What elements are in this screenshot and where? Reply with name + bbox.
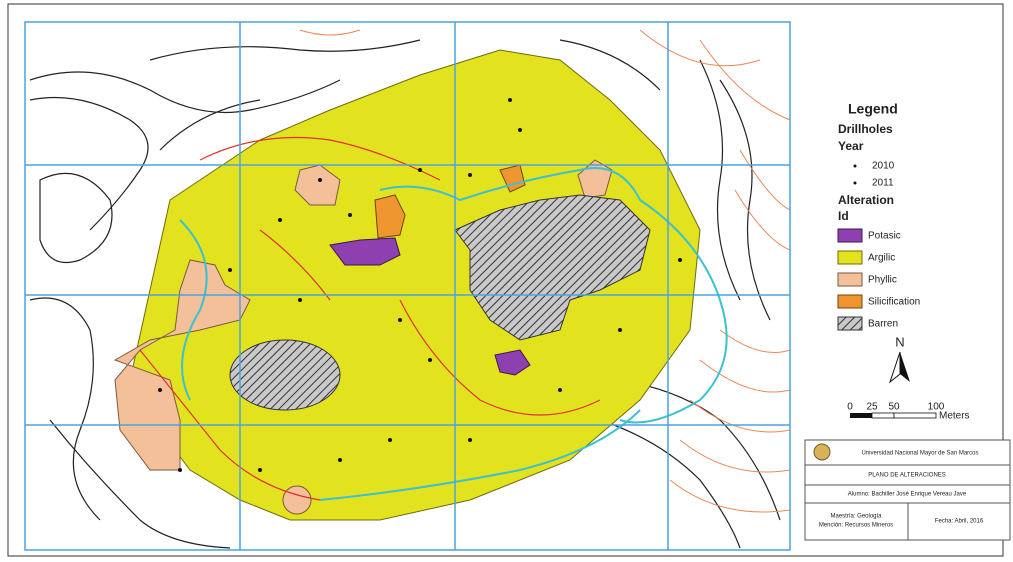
legend-swatch: [837, 228, 863, 243]
legend-heading: Alteration: [838, 193, 894, 207]
legend: Legend Drillholes Year 2010 2011 Alterat…: [837, 101, 920, 331]
legend-title: Legend: [848, 101, 898, 117]
legend-label: Barren: [868, 319, 898, 330]
date: Fecha: Abril, 2016: [935, 519, 984, 525]
potasic-zone: [329, 237, 401, 266]
roads: [139, 136, 728, 501]
legend-swatch: [837, 316, 863, 331]
legend-heading: Drillholes: [838, 122, 893, 136]
map: [24, 21, 791, 551]
phyllic-zone: [282, 485, 312, 515]
scale-label: 50: [888, 402, 900, 413]
sheet-border: [7, 3, 1004, 557]
drillholes: [158, 98, 682, 472]
silicification-zone: [499, 164, 526, 193]
legend-label: 2010: [872, 161, 895, 172]
program: Maestría: Geología: [830, 514, 882, 520]
legend-heading: Id: [838, 209, 849, 223]
legend-swatch: [837, 294, 863, 309]
north-arrow: N: [888, 334, 910, 384]
silicification-zone: [374, 194, 406, 239]
legend-swatch: [837, 250, 863, 265]
potasic-zone: [494, 349, 531, 376]
title-block: Universidad Nacional Mayor de San Marcos…: [804, 439, 1011, 541]
scale-unit: Meters: [939, 411, 970, 422]
legend-label: Silicification: [868, 297, 920, 308]
legend-dot: [853, 164, 857, 168]
author: Alumno: Bachiller José Enrique Vereau Ja…: [848, 492, 967, 498]
scale-label: 100: [928, 402, 945, 413]
legend-swatch: [837, 272, 863, 287]
north-label: N: [895, 334, 904, 349]
university-seal: [813, 443, 831, 461]
barren-zone: [229, 339, 341, 411]
scale-label: 25: [866, 402, 878, 413]
university: Universidad Nacional Mayor de San Marcos: [861, 451, 978, 457]
coordinate-grid: [24, 21, 791, 551]
legend-dot: [853, 181, 857, 185]
phyllic-zone: [113, 259, 251, 471]
program: Mención: Recursos Mineros: [819, 523, 893, 529]
barren-zone: [454, 194, 651, 341]
map-title: PLANO DE ALTERACIONES: [868, 473, 946, 479]
legend-label: Potasic: [868, 231, 901, 242]
scale-label: 0: [847, 402, 853, 413]
legend-label: 2011: [872, 178, 894, 189]
topography: [29, 29, 791, 549]
legend-label: Argilic: [868, 253, 895, 264]
legend-heading: Year: [838, 139, 864, 153]
scale-bar: 0 25 50 100 Meters: [847, 402, 969, 422]
legend-label: Phyllic: [868, 275, 897, 286]
